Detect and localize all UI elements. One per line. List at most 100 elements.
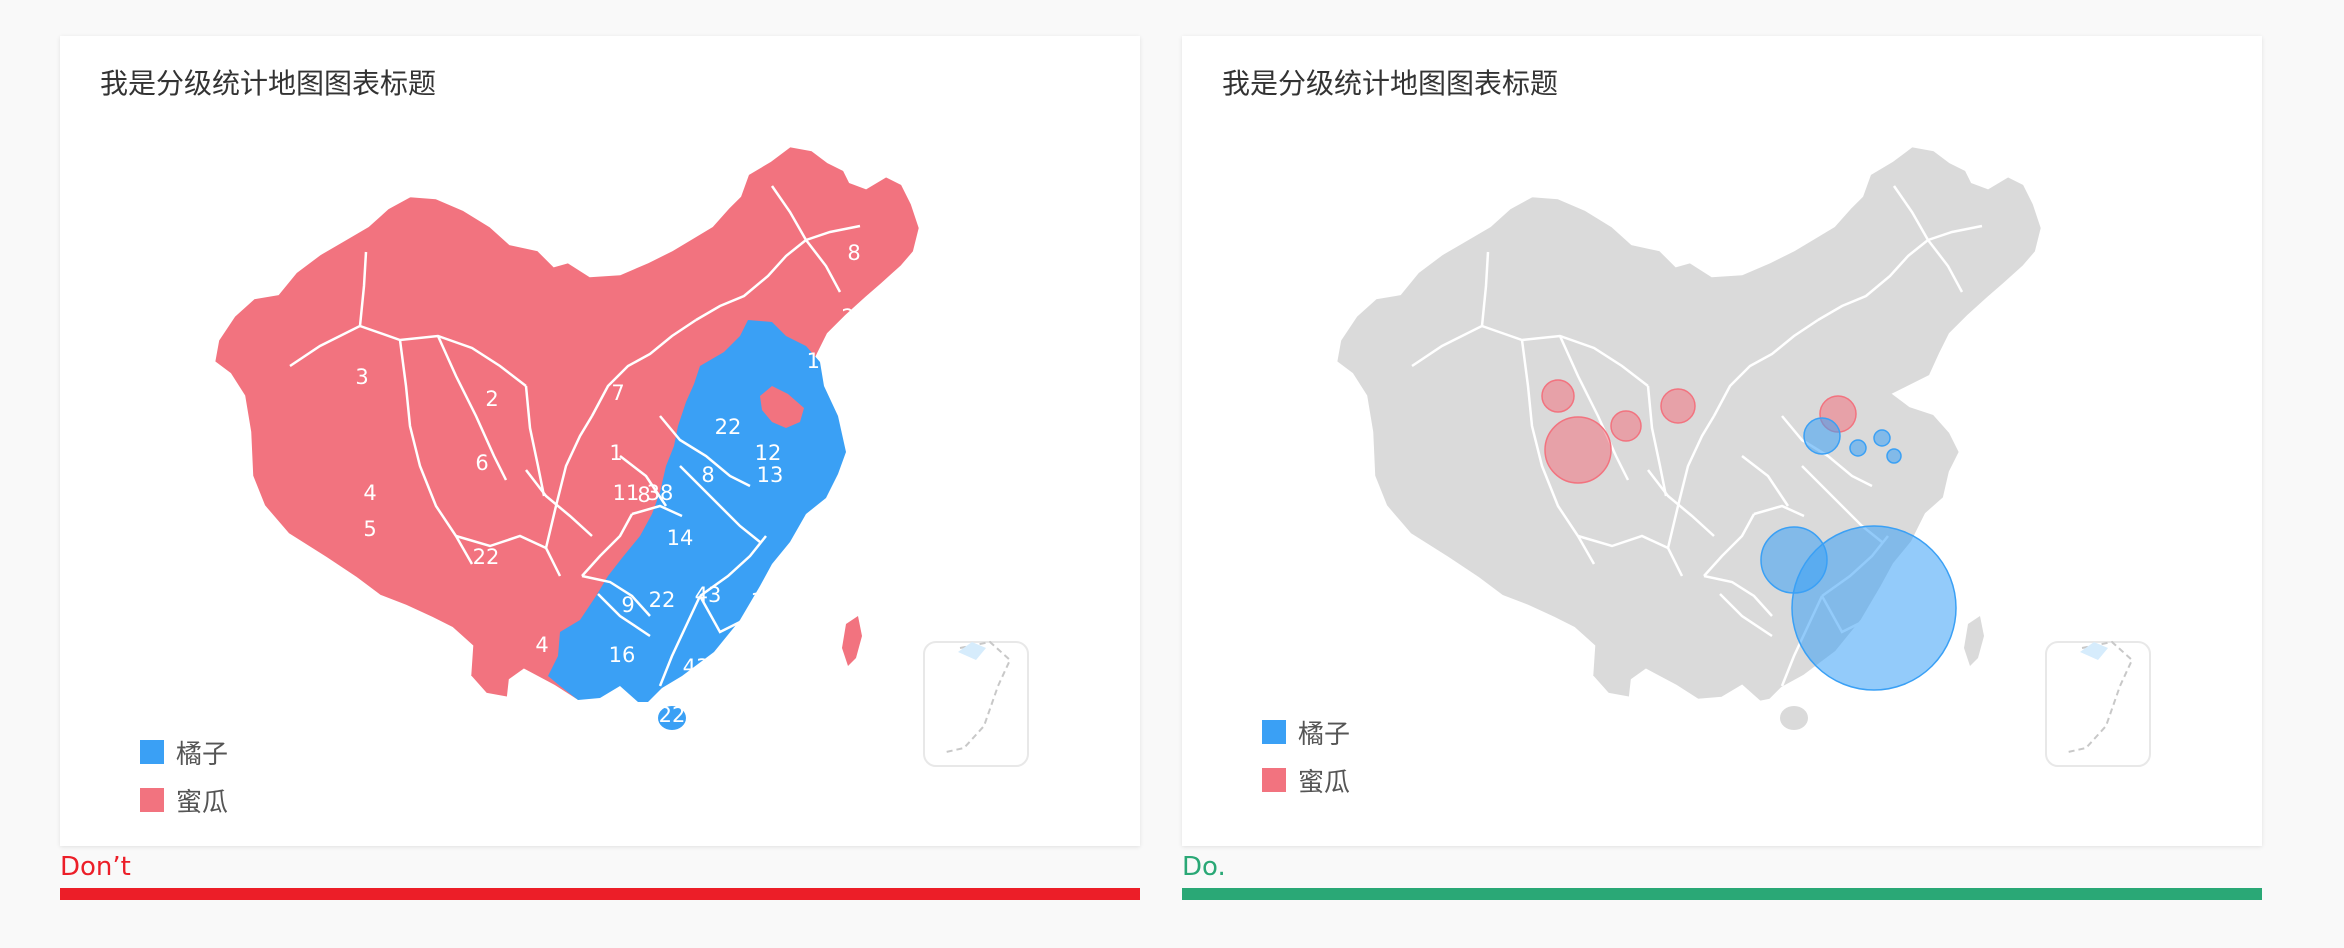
region-value-label: 22 [649,588,676,612]
dont-caption: Don’t [60,852,131,882]
province-boundary [658,595,702,687]
legend-item-orange[interactable]: 橘子 [140,728,228,776]
province-boundary [455,534,562,577]
south-sea-inset-frame [2045,641,2151,767]
legend-item-melon[interactable]: 蜜瓜 [140,776,228,824]
region-value-label: 12 [755,441,782,465]
region-value-label: 38 [811,569,838,593]
bubble-orange [1791,525,1957,691]
region-value-label: 1 [609,441,622,465]
south-sea-dashed-line [2067,640,2134,753]
province-boundary [659,415,751,488]
bubble-melon [1544,416,1612,484]
region-value-label: 12 [775,622,802,646]
dont-bar [60,888,1140,900]
do-caption: Do. [1182,852,1226,882]
province-boundary [805,239,842,293]
province-boundary [1817,239,1929,322]
province-boundary [1712,318,1819,417]
province-boundary [1703,513,1756,577]
region-value-label: 5 [363,517,376,541]
region-value-label: 2 [485,387,498,411]
province-boundary [1647,469,1715,537]
legend-item-orange[interactable]: 橘子 [1262,708,1350,756]
province-boundary [544,415,594,549]
province-boundary [1892,185,1983,242]
region-value-label: 12 [807,349,834,373]
region-value-label: 3 [355,365,368,389]
region-value-label: 16 [609,643,636,667]
province-boundary [590,318,697,417]
legend: 橘子 蜜瓜 [140,728,228,824]
legend-label: 蜜瓜 [176,787,229,818]
province-boundary [1741,455,1790,507]
chart-title: 我是分级统计地图图表标题 [100,67,437,100]
province-boundary [359,324,527,387]
region-value-label: 9 [621,593,634,617]
bubble-orange [1803,417,1841,455]
south-sea-island [2080,642,2108,660]
legend: 橘子 蜜瓜 [1262,708,1350,804]
region-value-label: 43 [695,583,722,607]
region-value-label: 4 [363,481,376,505]
china-bubble-map [1334,144,2151,767]
province-boundary [679,465,761,543]
bubble-orange [1886,448,1902,464]
province-boundary [1927,239,1964,293]
region-value-label: 13 [757,463,784,487]
region-value-label: 6 [475,451,488,475]
region-value-label: 14 [667,526,694,550]
province-boundary [1481,324,1649,387]
legend-swatch [1262,768,1286,792]
legend-swatch [1262,720,1286,744]
province-boundary [1703,574,1773,617]
province-boundary [1666,415,1716,549]
region-value-label: 16 [751,589,778,613]
bubble-melon [1660,388,1696,424]
province-boundary [1719,593,1773,638]
region-value-label: 2 [841,305,854,329]
province-boundary [581,513,634,577]
province-boundary [436,335,508,481]
province-boundary [770,185,861,242]
region-value-label: 4 [535,633,548,657]
taiwan-island [1964,616,1984,666]
choropleth-panel: 我是分级统计地图图表标题 8 2 12 3 2 7 6 1 11 8 8 5 4 9 4 22 22 12 38 13… [60,36,1140,846]
taiwan-island [842,616,862,666]
province-boundary [1558,335,1630,481]
province-boundary [1781,415,1873,488]
province-boundary [524,385,546,497]
region-value-label: 43 [683,655,710,679]
region-value-label: 22 [715,415,742,439]
bubble-orange [1873,429,1891,447]
legend-swatch [140,740,164,764]
legend-label: 蜜瓜 [1298,767,1351,798]
province-boundary [695,239,807,322]
province-boundary [581,574,651,617]
province-boundary [619,455,668,507]
region-value-label: 38 [647,481,674,505]
legend-label: 橘子 [176,739,229,770]
region-value-label: 7 [611,381,624,405]
legend-item-melon[interactable]: 蜜瓜 [1262,756,1350,804]
chart-title: 我是分级统计地图图表标题 [1222,67,1559,100]
hainan-island [1780,706,1808,730]
province-boundary [698,595,741,634]
region-value-label: 22 [473,545,500,569]
region-value-label: 8 [701,463,714,487]
province-boundary [631,504,683,518]
bubble-orange [1849,439,1867,457]
bubble-melon [1610,410,1642,442]
hainan-island [658,706,686,730]
province-boundary [525,469,593,537]
south-sea-island [958,642,986,660]
province-boundary [1577,534,1684,577]
bubble-map-panel: 我是分级统计地图图表标题 橘子 蜜瓜 [1182,36,2262,846]
province-boundary [699,535,767,598]
bubble-melon [1541,379,1575,413]
province-boundary [1753,504,1805,518]
region-value-label: 8 [847,241,860,265]
legend-label: 橘子 [1298,719,1351,750]
region-value-label: 11 [613,481,640,505]
south-sea-dashed-line [945,640,1012,753]
